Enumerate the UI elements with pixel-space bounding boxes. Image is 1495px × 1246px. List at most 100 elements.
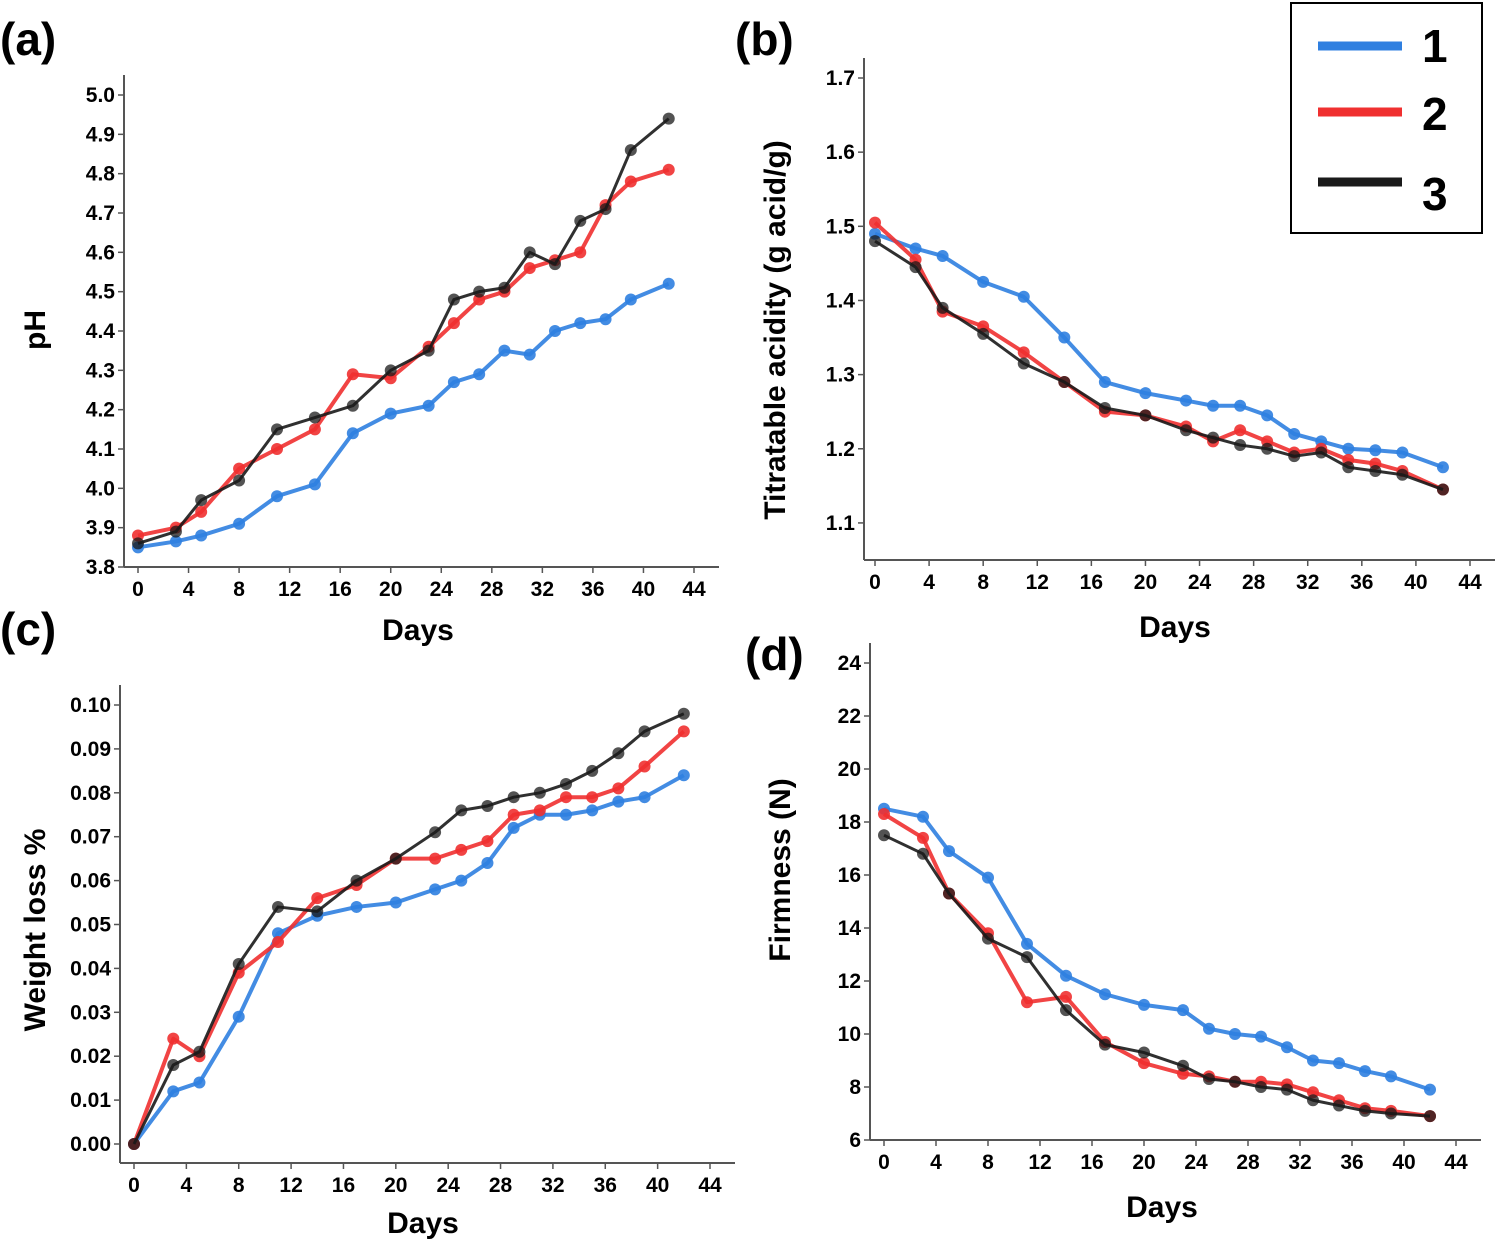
data-point	[422, 344, 435, 357]
y-tick-label: 4.6	[86, 241, 115, 264]
data-point	[533, 804, 546, 817]
data-point	[346, 427, 359, 440]
series-1	[132, 277, 675, 554]
y-tick-label: 4.8	[86, 163, 116, 186]
data-point	[1058, 376, 1071, 389]
data-point	[232, 958, 245, 971]
data-point	[1021, 951, 1033, 964]
data-point	[1234, 399, 1247, 412]
data-point	[549, 258, 561, 271]
data-point	[1229, 1028, 1241, 1040]
data-point	[1281, 1083, 1293, 1096]
series-2	[128, 725, 690, 1150]
y-tick-label: 4.2	[86, 399, 115, 422]
y-axis-label: Firmness (N)	[764, 778, 797, 961]
data-point	[128, 1138, 140, 1150]
series-line	[137, 281, 670, 550]
series-3	[878, 829, 1436, 1123]
data-point	[586, 804, 599, 817]
legend-label-2: 2	[1422, 88, 1448, 140]
series-line	[883, 806, 1431, 1092]
data-point	[549, 325, 561, 337]
y-tick-label: 4.5	[86, 281, 116, 304]
x-tick-label: 32	[1288, 1151, 1311, 1174]
y-tick-label: 14	[838, 917, 862, 940]
data-point	[1099, 988, 1111, 1001]
data-point	[917, 810, 929, 823]
data-point	[1307, 1054, 1319, 1067]
data-point	[167, 1032, 180, 1045]
data-point	[638, 791, 651, 804]
x-tick-label: 36	[1340, 1151, 1363, 1174]
x-tick-label: 32	[531, 578, 554, 601]
x-tick-label: 8	[982, 1151, 994, 1174]
panel-label: (d)	[745, 628, 804, 680]
data-point	[599, 313, 612, 326]
data-point	[599, 203, 612, 216]
data-point	[169, 535, 182, 548]
y-tick-label: 6	[849, 1129, 861, 1152]
data-point	[193, 1045, 206, 1058]
panel-label: (b)	[735, 13, 794, 65]
y-tick-label: 1.3	[826, 364, 855, 387]
data-point	[1261, 409, 1274, 422]
data-point	[612, 782, 625, 795]
data-point	[1424, 1110, 1436, 1123]
x-tick-label: 16	[332, 1174, 355, 1197]
data-point	[878, 808, 890, 821]
panel-c: 0 4 8 12 16 20 24 28 32 36 40 44 0.00 0.01 0.02 0.03 0.0…	[0, 603, 735, 1240]
x-axis-label: Days	[1126, 1191, 1198, 1224]
y-tick-label: 18	[838, 811, 862, 834]
data-point	[429, 883, 442, 896]
y-tick-label: 0.06	[70, 870, 111, 893]
data-point	[662, 277, 675, 290]
data-point	[272, 900, 284, 913]
data-point	[447, 376, 460, 389]
data-point	[1021, 996, 1033, 1009]
x-tick-label: 20	[384, 1174, 407, 1197]
data-point	[677, 725, 690, 738]
x-tick-label: 36	[1350, 571, 1373, 594]
data-point	[1138, 998, 1150, 1011]
x-tick-label: 16	[329, 578, 352, 601]
data-point	[195, 494, 208, 507]
y-tick-label: 1.5	[826, 215, 856, 238]
series-line	[137, 117, 670, 545]
series-line	[874, 231, 1444, 470]
data-point	[233, 462, 246, 475]
data-point	[389, 896, 402, 909]
data-point	[612, 795, 625, 808]
data-point	[346, 368, 359, 381]
series-3	[128, 707, 690, 1150]
data-point	[507, 791, 520, 804]
data-point	[1139, 409, 1152, 422]
data-point	[308, 423, 321, 436]
data-point	[1180, 424, 1193, 437]
x-tick-label: 44	[682, 578, 706, 601]
data-point	[1333, 1057, 1345, 1070]
data-point	[167, 1085, 180, 1098]
data-point	[982, 871, 994, 884]
data-point	[311, 905, 324, 918]
data-point	[455, 874, 468, 887]
x-tick-label: 40	[646, 1174, 669, 1197]
data-point	[574, 317, 587, 330]
x-tick-label: 4	[923, 571, 935, 594]
data-point	[943, 887, 955, 900]
data-point	[523, 262, 536, 275]
data-point	[977, 275, 990, 288]
data-point	[507, 808, 520, 821]
y-tick-label: 0.00	[70, 1133, 111, 1156]
data-point	[917, 847, 929, 860]
data-point	[560, 808, 572, 821]
data-point	[271, 423, 283, 436]
legend-box	[1290, 2, 1483, 234]
y-tick-label: 8	[849, 1076, 861, 1099]
x-tick-label: 40	[1404, 571, 1427, 594]
y-tick-label: 4.1	[86, 438, 116, 461]
data-point	[195, 505, 208, 518]
panel-d: 0 4 8 12 16 20 24 28 32 36 40 44 6 8 10 12 14 16 18 20 22 24 (…	[745, 628, 1481, 1224]
data-point	[1098, 401, 1111, 414]
data-point	[193, 1076, 206, 1089]
x-tick-label: 36	[594, 1174, 617, 1197]
